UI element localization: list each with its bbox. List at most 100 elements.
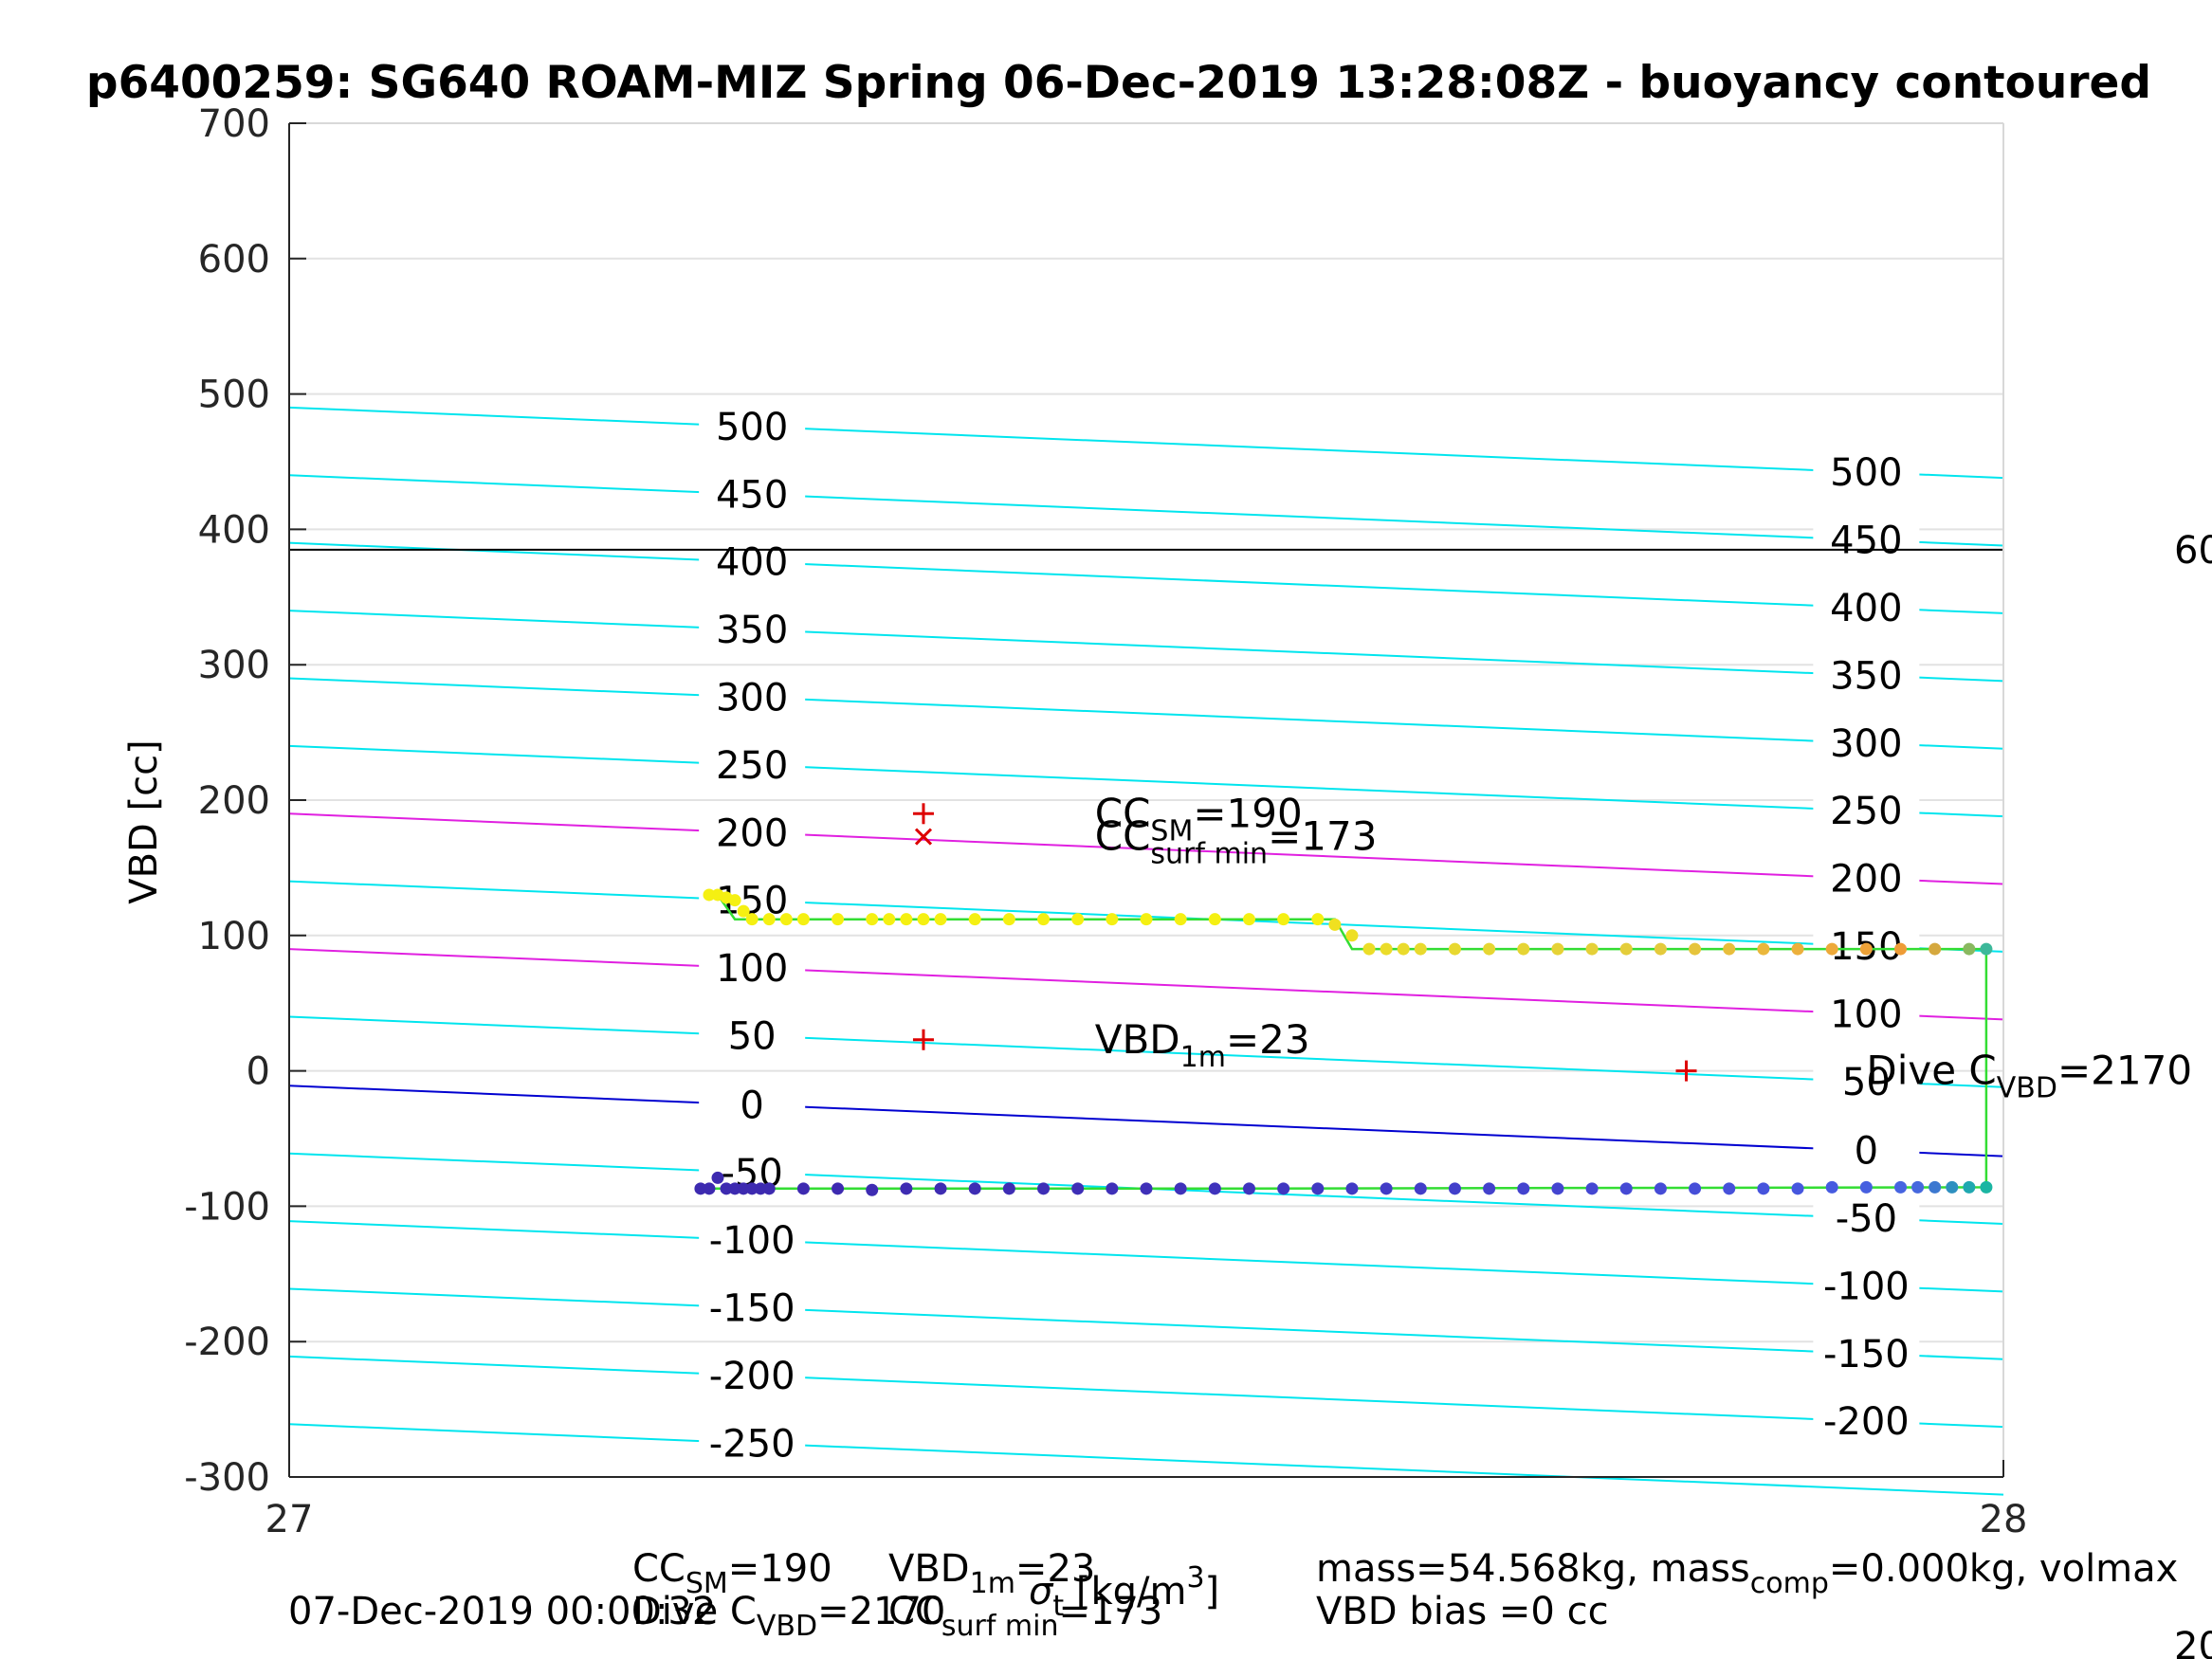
dive-data-point [1980,1180,1993,1194]
contour-line [288,1015,2004,1088]
y-tick-label: 200 [198,779,270,823]
climb-data-point [1929,942,1942,956]
contour-line [288,744,2004,818]
markers [912,803,1697,1082]
contour-label: 50 [1842,1061,1891,1104]
contour-label-bg [699,1082,806,1126]
contour-label-bg [1813,1398,1920,1443]
y-tick-label: 300 [198,644,270,687]
footer-vbd-bias: VBD bias =0 cc [1316,1590,1609,1633]
contour-label: 200 [716,811,788,855]
dive-data-point [1911,1180,1925,1194]
x-axis-label: σt [kg/m3] [1029,1561,1219,1623]
climb-data-point [1414,942,1427,956]
y-tick-label: -200 [184,1321,270,1364]
contour-label-bg [699,1420,806,1465]
dive-data-point [1208,1182,1221,1195]
climb-data-point [1071,913,1085,926]
dive-data-point [1757,1182,1770,1195]
contour-label: 0 [740,1084,763,1127]
dive-data-point [694,1182,707,1195]
climb-data-point [866,913,879,926]
contour-label-bg [699,471,806,516]
contour-lines: 5005004504504004003503503003002502502002… [288,403,2212,1496]
contour-label-bg [699,945,806,990]
contour-label: 100 [1830,993,1902,1036]
contour-line [288,1220,2004,1293]
dive-data-point [796,1182,810,1195]
contour-label: 250 [1830,790,1902,833]
contour-label-bg [699,1012,806,1057]
climb-data-point [1208,913,1221,926]
climb-data-point [1689,942,1702,956]
dive-data-point [1174,1182,1187,1195]
footer-mass: mass=54.568kg, masscomp=0.000kg, volmax [1316,1547,2178,1600]
plus-marker [1675,1060,1697,1082]
contour-label-bg [699,741,806,786]
dive-data-point [968,1182,981,1195]
dive-data-point [1106,1182,1119,1195]
contour-label-bg [1813,1263,1920,1307]
contour-label-bg [1813,1195,1920,1240]
climb-data-point [1448,942,1461,956]
contour-label-bg [1813,652,1920,697]
contour-label-bg [1813,855,1920,900]
climb-data-point [737,904,750,918]
y-tick-label: 500 [198,374,270,417]
climb-data-point [1517,942,1530,956]
y-tick-label: 400 [198,508,270,552]
dive-data-point [754,1182,767,1195]
contour-label-bg [1813,720,1920,764]
contour-label: 100 [716,947,788,991]
dive-data-point [900,1182,913,1195]
dive-data-point [1963,1180,1976,1194]
contour-label: -150 [1823,1333,1910,1376]
contour-label-bg [1813,788,1920,832]
contour-label: 500 [1830,451,1902,495]
climb-data-point [1106,913,1119,926]
dive-data-point [1689,1182,1702,1195]
dive-data-point [1448,1182,1461,1195]
dive-data-point [1946,1180,1959,1194]
climb-data-point [1551,942,1564,956]
climb-data-point [1397,942,1410,956]
contour-label: 50 [728,1015,777,1059]
climb-data-point [1277,913,1290,926]
contour-label-bg [1813,1127,1920,1172]
dive-data-point [1723,1182,1736,1195]
climb-data-point [728,894,741,907]
reference-line-label: 60 [2174,529,2212,573]
contour-label: -200 [709,1355,795,1398]
dive-data-point [1551,1182,1564,1195]
x-tick-label: 28 [1980,1498,2028,1541]
annotation-label: CCsurf min=173 [1095,813,1378,871]
climb-data-point [1757,942,1770,956]
contour-label-bg [1813,584,1920,629]
contour-label-bg [1813,1330,1920,1375]
dive-data-point [1071,1182,1085,1195]
climb-data-point [703,888,716,902]
y-tick-label: 0 [247,1050,270,1094]
climb-data-point [917,913,930,926]
climb-data-point [883,913,896,926]
climb-data-point [796,913,810,926]
contour-line [288,1355,2004,1429]
contour-label: 450 [716,473,788,517]
dive-data-point [1414,1182,1427,1195]
climb-data-point [900,913,913,926]
contour-line [288,948,2004,1021]
marker-stroke [914,828,933,846]
climb-data-point [1791,942,1804,956]
contour-label: -100 [1823,1265,1910,1308]
dive-data-point [1619,1182,1633,1195]
dive-data-point [1483,1182,1496,1195]
contour-label-bg [699,1352,806,1396]
contour-label-bg [699,607,806,651]
contour-line [288,610,2004,683]
contour-label-bg [1813,991,1920,1035]
climb-data-point [1328,918,1342,931]
climb-data-point [1242,913,1255,926]
